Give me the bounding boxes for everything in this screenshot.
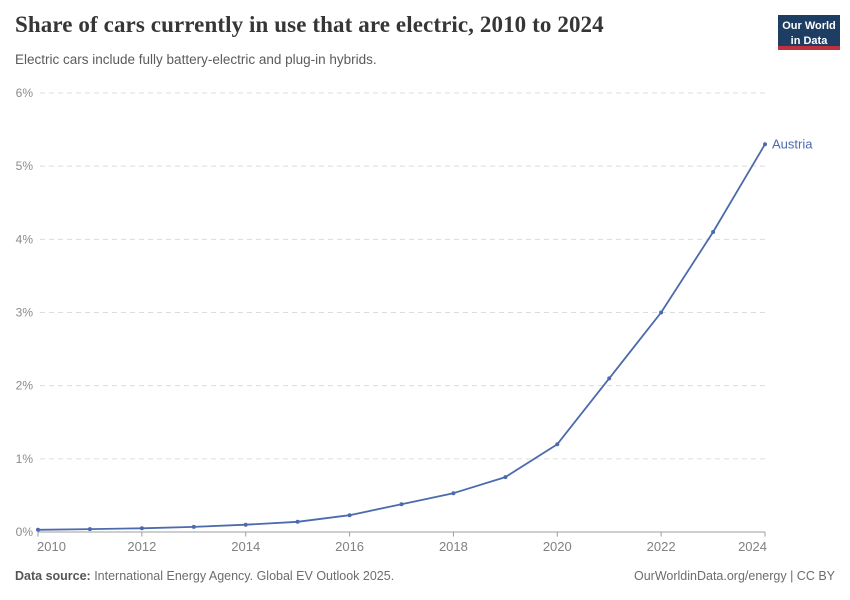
y-axis-label: 2%: [16, 379, 34, 393]
owid-logo[interactable]: Our World in Data: [778, 15, 840, 50]
credit-link[interactable]: OurWorldinData.org/energy | CC BY: [633, 569, 835, 583]
data-source-text: International Energy Agency. Global EV O…: [90, 569, 395, 583]
data-source-label: Data source:: [15, 569, 91, 583]
y-axis-label: 5%: [16, 159, 34, 173]
data-point-2011: [87, 527, 92, 532]
x-axis-label: 2012: [127, 539, 156, 554]
data-point-2024: [763, 142, 767, 147]
data-point-2014: [243, 522, 248, 527]
data-point-2010: [36, 527, 40, 532]
owid-logo-line2: in Data: [790, 34, 828, 47]
y-axis-label: 4%: [16, 232, 34, 246]
x-axis-label: 2022: [647, 539, 676, 554]
y-axis-label: 3%: [16, 306, 34, 320]
series-end-label[interactable]: Austria: [772, 137, 813, 152]
data-point-2017: [399, 502, 404, 507]
y-axis-label: 6%: [16, 86, 34, 100]
data-point-2021: [607, 376, 612, 381]
x-axis-label: 2014: [231, 539, 260, 554]
data-point-2023: [711, 230, 716, 234]
data-point-2022: [659, 310, 664, 315]
data-point-2019: [503, 475, 508, 480]
y-axis-label: 1%: [16, 452, 34, 466]
data-point-2012: [139, 526, 144, 531]
owid-logo-line1: Our World: [782, 20, 836, 32]
x-axis-label: 2020: [543, 539, 572, 554]
y-axis-label: 0%: [16, 525, 34, 539]
chart-title: Share of cars currently in use that are …: [15, 12, 604, 37]
data-point-2018: [451, 491, 456, 496]
x-axis-label: 2010: [37, 539, 66, 554]
line-series-austria: [37, 143, 766, 531]
data-point-2015: [295, 519, 300, 524]
x-axis-label: 2024: [738, 539, 767, 554]
chart-subtitle: Electric cars include fully battery-elec…: [15, 52, 377, 67]
x-axis-label: 2016: [335, 539, 364, 554]
x-axis-label: 2018: [439, 539, 468, 554]
chart-footer: Data source: International Energy Agency…: [15, 569, 835, 583]
data-point-2016: [347, 513, 352, 518]
data-point-2013: [191, 524, 196, 529]
data-source-note: Data source: International Energy Agency…: [15, 569, 394, 583]
data-point-2020: [555, 442, 560, 447]
